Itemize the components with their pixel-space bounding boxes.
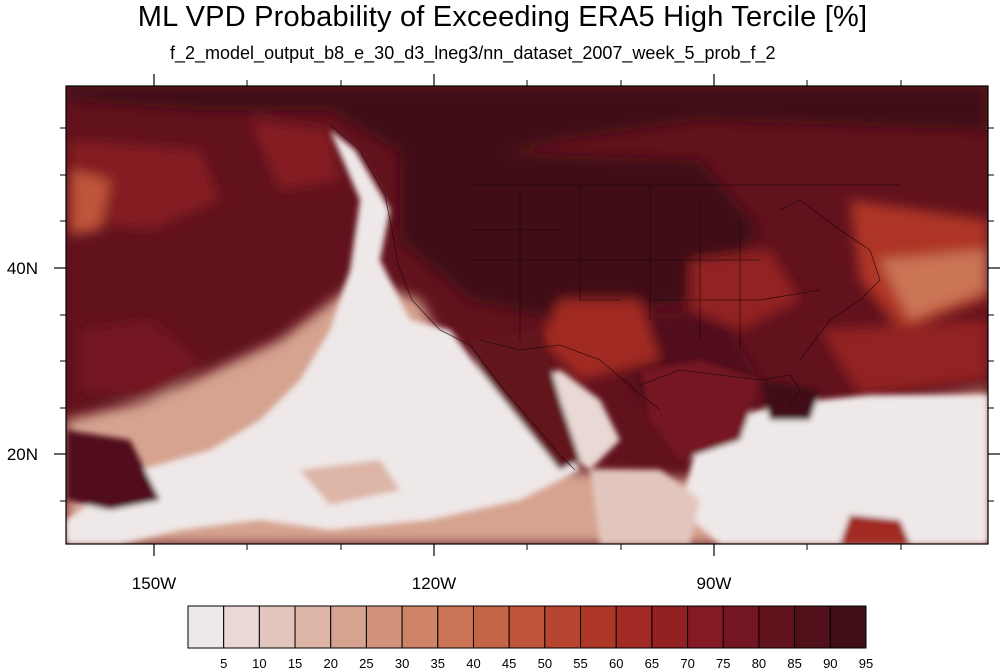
colorbar-label: 85 — [787, 656, 801, 671]
colorbar-label: 95 — [859, 656, 873, 671]
lat-label-40n: 40N — [7, 259, 38, 278]
colorbar-swatch — [258, 605, 296, 649]
map-minor-ticks — [60, 80, 994, 550]
colorbar-label: 15 — [288, 656, 302, 671]
colorbar-swatch — [437, 605, 474, 649]
colorbar-swatch — [687, 605, 724, 649]
colorbar-swatch — [187, 605, 225, 649]
colorbar-swatch — [829, 605, 867, 649]
map-subtitle: f_2_model_output_b8_e_30_d3_lneg3/nn_dat… — [170, 43, 776, 63]
lon-label-120w: 120W — [412, 574, 456, 593]
colorbar-swatch — [758, 605, 796, 649]
colorbar-label: 50 — [538, 656, 552, 671]
colorbar-swatch — [508, 605, 546, 649]
colorbar-swatch — [544, 605, 582, 649]
colorbar-label: 90 — [823, 656, 837, 671]
colorbar-swatch — [330, 605, 367, 649]
colorbar-swatch — [472, 605, 510, 649]
colorbar-label: 30 — [395, 656, 409, 671]
colorbar-label: 70 — [680, 656, 694, 671]
lon-label-90w: 90W — [697, 574, 732, 593]
map-ticks — [54, 74, 1000, 556]
lat-label-20n: 20N — [7, 445, 38, 464]
colorbar-label: 35 — [431, 656, 445, 671]
colorbar-label: 20 — [324, 656, 338, 671]
colorbar-swatch — [223, 605, 260, 649]
colorbar-label: 65 — [645, 656, 659, 671]
colorbar-label: 55 — [573, 656, 587, 671]
colorbar-swatch — [722, 605, 760, 649]
map-title: ML VPD Probability of Exceeding ERA5 Hig… — [137, 1, 868, 33]
political-boundaries — [329, 124, 900, 471]
probability-field — [66, 86, 988, 544]
colorbar-label: 45 — [502, 656, 516, 671]
colorbar-label: 10 — [252, 656, 266, 671]
colorbar-swatch — [294, 605, 332, 649]
colorbar-swatch — [401, 605, 439, 649]
colorbar-swatch — [365, 605, 403, 649]
colorbar-swatch — [651, 605, 689, 649]
lon-label-150w: 150W — [132, 574, 176, 593]
colorbar-label: 80 — [752, 656, 766, 671]
colorbar-swatch — [580, 605, 617, 649]
colorbar-label: 40 — [466, 656, 480, 671]
colorbar-label: 25 — [359, 656, 373, 671]
colorbar: 5 10 15 20 25 30 35 40 45 50 55 60 65 70 75 80 85 90 95 — [187, 605, 873, 671]
colorbar-swatch — [794, 605, 831, 649]
colorbar-label: 5 — [220, 656, 227, 671]
colorbar-label: 75 — [716, 656, 730, 671]
colorbar-label: 60 — [609, 656, 623, 671]
colorbar-swatch — [615, 605, 653, 649]
